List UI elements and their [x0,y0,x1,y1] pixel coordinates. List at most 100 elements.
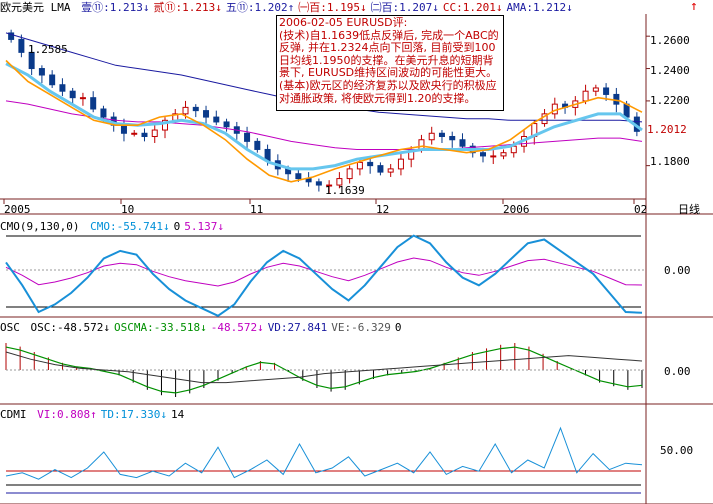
osc-value: OSC:-48.572↓ [30,321,110,334]
candle-body [623,103,630,118]
candle-body [356,161,363,170]
candle-body [79,97,86,100]
candle-body [490,155,497,158]
red-up-arrow-icon[interactable]: ↑ [690,0,698,14]
candle-body [100,108,107,118]
y-tick-label: 1.2600 [650,34,690,47]
candle-body [254,140,261,150]
cdmi-td-line [5,426,643,480]
candle-body [151,129,158,138]
ma-line-100 [5,100,643,150]
cdmi-panel-header: CDMI VI:0.808↑ TD:17.330↓ 14 [0,408,188,421]
candle-body [18,38,25,53]
candle-body [131,132,138,135]
candle-body [213,116,220,123]
candle-body [387,168,394,173]
candle-body [223,121,230,128]
y-tick-label: 1.2200 [650,94,690,107]
high-price-label: 1.2585 [28,43,68,56]
current-price-label: 1.2012 [647,123,687,136]
osc-panel-title: OSC [0,321,20,334]
cmo-signal-line [5,257,643,287]
candle-body [120,124,127,134]
low-price-label: 1.1639 [325,184,365,197]
ma-line-orange [5,59,643,183]
cmo-value: 5.137↓ [184,220,224,233]
candle-body [480,152,486,157]
x-tick-label: 2006 [503,203,530,216]
candle-body [69,90,76,99]
cdmi-y-tick: 50.00 [660,444,694,457]
candle-body [459,139,466,147]
candle-body [326,184,333,187]
candle-body [551,103,558,115]
price-panel-title: 欧元美元 LMA [0,1,71,14]
cmo-panel-title: CMO(9,130,0) [0,220,80,233]
candle-body [315,181,322,186]
candle-body [397,158,404,170]
cmo-y-tick: 0.00 [664,264,691,277]
osc-value: VD:27.841 [267,321,328,334]
candle-body [8,32,15,40]
cmo-value: 0 [173,220,181,233]
candle-body [418,139,425,150]
candle-body [438,132,445,138]
osc-value: OSCMA:-33.518↓ [113,321,207,334]
oscma-line [5,346,643,394]
candle-body [346,168,353,180]
cmo-value: CMO:-55.741↓ [90,220,170,233]
ma-value: 贰⑪:1.213↓ [153,1,222,14]
y-tick-label: 1.1800 [650,155,690,168]
candle-body [28,51,35,70]
analysis-note: 2006-02-05 EURUSD评: (技术)自1.1639低点反弹后, 完成… [276,15,504,111]
osc-value: -48.572↓ [210,321,264,334]
osc-value: VE:-6.329 [331,321,391,334]
candle-body [59,84,66,92]
candle-body [367,161,374,167]
cmo-panel-header: CMO(9,130,0) CMO:-55.741↓ 0 5.137↓ [0,220,228,233]
candle-body [510,145,517,154]
price-panel-header: 欧元美元 LMA 壹⑪:1.213↓ 贰⑪:1.213↓ 五⑪:1.202↑ ㈠百:1… [0,1,577,14]
candle-body [90,97,97,110]
cmo-line [5,234,643,317]
candle-body [377,165,384,173]
y-tick-label: 1.2400 [650,64,690,77]
osc-y-tick: 0.00 [664,365,691,378]
candle-body [613,93,620,105]
candle-body [49,74,56,86]
cdmi-value: VI:0.808↑ [37,408,97,421]
candle-body [603,87,610,95]
candle-body [449,136,456,141]
ma-value: ㈠百:1.195↓ [298,1,367,14]
candle-body [500,152,507,157]
ma-line-light [5,62,643,171]
candle-body [141,132,148,138]
candle-body [295,173,302,180]
axis-unit-label: 日线 [678,203,700,216]
x-tick-label: 11 [250,203,264,216]
candle-body [203,110,210,118]
x-tick-label: 10 [121,203,135,216]
x-tick-label: 02 [634,203,648,216]
candle-body [38,68,45,76]
x-tick-label: 12 [376,203,390,216]
candle-body [336,178,343,186]
ma-value: ㈡百:1.207↓ [370,1,439,14]
candle-body [244,132,251,142]
candle-body [592,87,599,92]
candle-body [428,132,435,141]
ma-value: 壹⑪:1.213↓ [81,1,150,14]
cdmi-value: TD:17.330↓ [100,408,167,421]
candle-body [162,119,168,131]
candle-body [582,90,589,102]
osc-panel-header: OSC OSC:-48.572↓ OSCMA:-33.518↓ -48.572↓ VD… [0,321,406,334]
ma-value: CC:1.201↓ [442,1,503,14]
ma-value: 五⑪:1.202↑ [225,1,295,14]
candle-body [182,106,189,115]
cdmi-value: 14 [170,408,185,421]
cdmi-panel-title: CDMI [0,408,27,421]
x-tick-label: 2005 [4,203,31,216]
ma-value: AMA:1.212↓ [506,1,573,14]
